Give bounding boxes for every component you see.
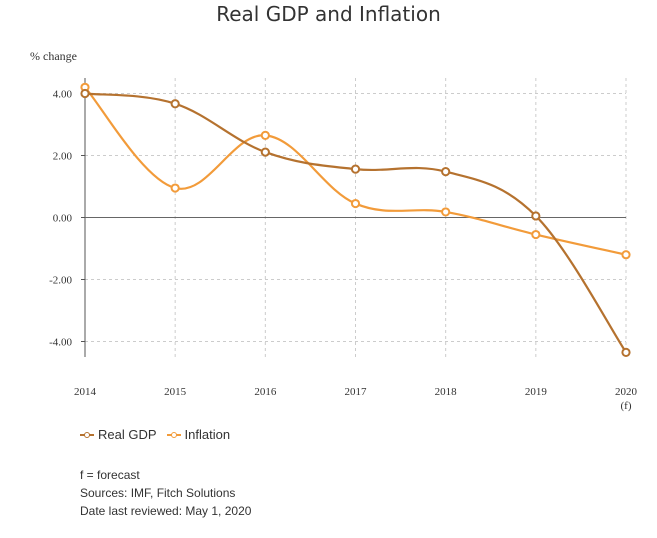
x-tick-sublabel: (f) (621, 400, 632, 412)
data-point-real-gdp (531, 211, 541, 221)
legend-item-inflation[interactable]: Inflation (166, 427, 231, 442)
data-point-inflation (170, 183, 180, 193)
data-point-inflation (531, 229, 541, 240)
data-point-inflation (621, 250, 631, 260)
legend-item-real-gdp[interactable]: Real GDP (80, 427, 157, 442)
data-point-real-gdp (350, 164, 361, 174)
legend-marker-icon (166, 430, 181, 440)
data-point-real-gdp (260, 147, 270, 157)
data-point-real-gdp (621, 347, 631, 357)
x-tick-label: 2016 (254, 386, 277, 398)
data-point-inflation (441, 207, 451, 217)
y-tick-label: 2.00 (53, 151, 73, 163)
x-tick-label: 2014 (74, 386, 97, 398)
y-tick-label: 4.00 (53, 89, 73, 101)
data-point-real-gdp (170, 99, 180, 109)
legend-label: Real GDP (98, 427, 157, 442)
chart-plot: 4.00 2.00 0.00 -2.00 -4.00 2014 2015 2016 2017 20… (49, 78, 638, 413)
series-layer (80, 82, 631, 357)
x-tick-label: 2015 (164, 386, 187, 398)
y-tick-label: 0.00 (53, 213, 73, 225)
x-tick-label: 2017 (345, 386, 368, 398)
legend-label: Inflation (184, 427, 231, 442)
data-point-real-gdp (441, 167, 451, 177)
chart-notes: f = forecast Sources: IMF, Fitch Solutio… (80, 466, 251, 520)
axes-layer (84, 78, 626, 357)
reviewed-note: Date last reviewed: May 1, 2020 (80, 504, 252, 518)
sources-note: Sources: IMF, Fitch Solutions (80, 486, 236, 500)
ticks-layer: 4.00 2.00 0.00 -2.00 -4.00 2014 2015 2016 2017 20… (49, 89, 637, 413)
y-tick-label: -2.00 (49, 275, 72, 287)
forecast-note: f = forecast (80, 468, 140, 482)
data-point-inflation (350, 198, 361, 209)
data-point-inflation (260, 130, 270, 140)
y-tick-label: -4.00 (49, 337, 72, 349)
legend: Real GDP Inflation (80, 427, 230, 442)
legend-marker-icon (80, 430, 94, 440)
data-point-real-gdp (80, 88, 90, 99)
y-axis-label: % change (30, 49, 77, 63)
x-tick-label: 2018 (435, 386, 458, 398)
x-tick-label: 2020 (615, 386, 638, 398)
x-tick-label: 2019 (525, 386, 548, 398)
chart-title: Real GDP and Inflation (216, 2, 441, 26)
